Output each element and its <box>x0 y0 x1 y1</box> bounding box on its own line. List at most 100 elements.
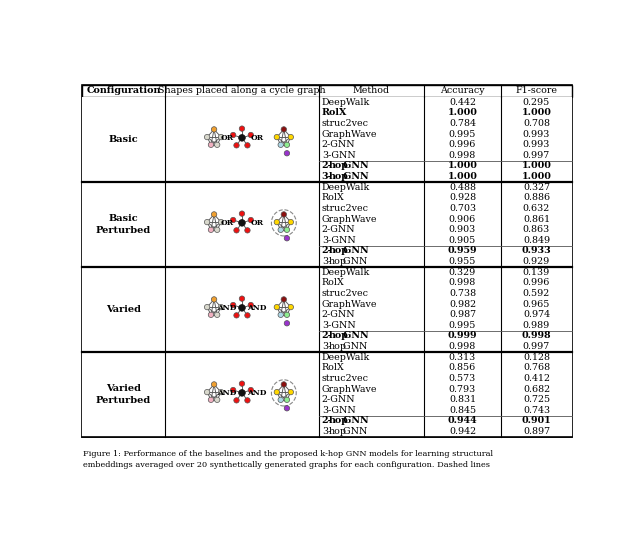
Text: 2-: 2- <box>322 161 332 171</box>
Circle shape <box>234 313 239 318</box>
Text: 0.295: 0.295 <box>523 98 550 107</box>
Circle shape <box>281 297 287 302</box>
Text: 0.965: 0.965 <box>523 300 550 309</box>
Text: 3-GNN: 3-GNN <box>322 236 356 245</box>
Text: 0.998: 0.998 <box>449 151 476 160</box>
Text: struc2vec: struc2vec <box>322 119 369 128</box>
Text: 0.897: 0.897 <box>523 427 550 436</box>
Text: 0.139: 0.139 <box>523 268 550 277</box>
Text: 0.849: 0.849 <box>523 236 550 245</box>
Text: 2-GNN: 2-GNN <box>322 140 355 149</box>
Text: 0.928: 0.928 <box>449 193 476 202</box>
Text: hop: hop <box>329 161 349 171</box>
Text: 0.903: 0.903 <box>449 225 476 234</box>
Text: 0.987: 0.987 <box>449 310 476 319</box>
Circle shape <box>239 296 244 301</box>
Circle shape <box>208 397 214 402</box>
Text: 0.993: 0.993 <box>523 130 550 139</box>
Text: 0.592: 0.592 <box>523 289 550 298</box>
Circle shape <box>211 382 217 387</box>
Circle shape <box>248 387 253 393</box>
Text: 0.412: 0.412 <box>523 374 550 383</box>
Text: 3-: 3- <box>322 427 331 436</box>
Text: 0.998: 0.998 <box>449 342 476 351</box>
Text: 0.768: 0.768 <box>523 363 550 372</box>
Circle shape <box>244 398 250 403</box>
Circle shape <box>230 217 236 223</box>
Text: 1.000: 1.000 <box>447 161 477 171</box>
Circle shape <box>230 302 236 308</box>
Text: Basic: Basic <box>109 135 138 144</box>
Text: 0.738: 0.738 <box>449 289 476 298</box>
Bar <box>81 84 572 97</box>
Circle shape <box>218 134 224 140</box>
Text: 1.000: 1.000 <box>522 108 552 117</box>
Text: DeepWalk: DeepWalk <box>322 268 370 277</box>
Text: Configuration: Configuration <box>86 86 161 95</box>
Text: 0.993: 0.993 <box>523 140 550 149</box>
Text: hop: hop <box>329 342 347 351</box>
Text: 3-: 3- <box>322 172 332 181</box>
Bar <box>81 97 572 182</box>
Circle shape <box>234 398 239 403</box>
Text: AND: AND <box>218 304 237 312</box>
Circle shape <box>248 132 253 138</box>
Text: 0.845: 0.845 <box>449 406 476 415</box>
Text: 0.793: 0.793 <box>449 385 476 394</box>
Text: OR: OR <box>221 219 234 227</box>
Text: 2-: 2- <box>322 246 332 256</box>
Text: 0.905: 0.905 <box>449 236 476 245</box>
Text: 0.998: 0.998 <box>522 331 551 341</box>
Circle shape <box>248 302 253 308</box>
Text: 0.329: 0.329 <box>449 268 476 277</box>
Text: RolX: RolX <box>322 108 347 117</box>
Text: OR: OR <box>221 134 234 142</box>
Text: GNN: GNN <box>340 246 369 256</box>
Circle shape <box>284 236 290 241</box>
Text: 0.998: 0.998 <box>449 278 476 287</box>
Circle shape <box>211 212 217 217</box>
Circle shape <box>248 217 253 223</box>
Circle shape <box>244 313 250 318</box>
Circle shape <box>208 312 214 317</box>
Circle shape <box>284 142 290 147</box>
Circle shape <box>239 390 245 396</box>
Text: 0.901: 0.901 <box>522 416 551 426</box>
Text: 0.442: 0.442 <box>449 98 476 107</box>
Circle shape <box>211 127 217 132</box>
Bar <box>81 267 572 352</box>
Text: 0.327: 0.327 <box>523 183 550 192</box>
Text: struc2vec: struc2vec <box>322 289 369 298</box>
Text: 0.708: 0.708 <box>523 119 550 128</box>
Circle shape <box>218 305 224 310</box>
Text: GNN: GNN <box>340 342 368 351</box>
Text: 0.933: 0.933 <box>522 246 551 256</box>
Text: RolX: RolX <box>322 278 344 287</box>
Text: 0.861: 0.861 <box>523 215 550 224</box>
Text: 0.959: 0.959 <box>448 246 477 256</box>
Circle shape <box>274 390 280 395</box>
Circle shape <box>218 220 224 225</box>
Text: GNN: GNN <box>340 427 368 436</box>
Text: 0.573: 0.573 <box>449 374 476 383</box>
Text: hop: hop <box>329 246 349 256</box>
Circle shape <box>214 227 220 232</box>
Circle shape <box>230 132 236 138</box>
Text: 0.863: 0.863 <box>523 225 550 234</box>
Circle shape <box>281 127 287 132</box>
Text: 0.743: 0.743 <box>523 406 550 415</box>
Text: 3-: 3- <box>322 342 331 351</box>
Text: OR: OR <box>250 134 263 142</box>
Text: RolX: RolX <box>322 363 344 372</box>
Circle shape <box>244 143 250 148</box>
Circle shape <box>239 220 245 226</box>
Circle shape <box>214 142 220 147</box>
Text: 2-: 2- <box>322 331 332 341</box>
Circle shape <box>211 297 217 302</box>
Text: Varied: Varied <box>106 305 141 314</box>
Circle shape <box>204 220 210 225</box>
Text: 2-: 2- <box>322 416 332 426</box>
Text: DeepWalk: DeepWalk <box>322 183 370 192</box>
Circle shape <box>281 212 287 217</box>
Text: 0.831: 0.831 <box>449 395 476 404</box>
